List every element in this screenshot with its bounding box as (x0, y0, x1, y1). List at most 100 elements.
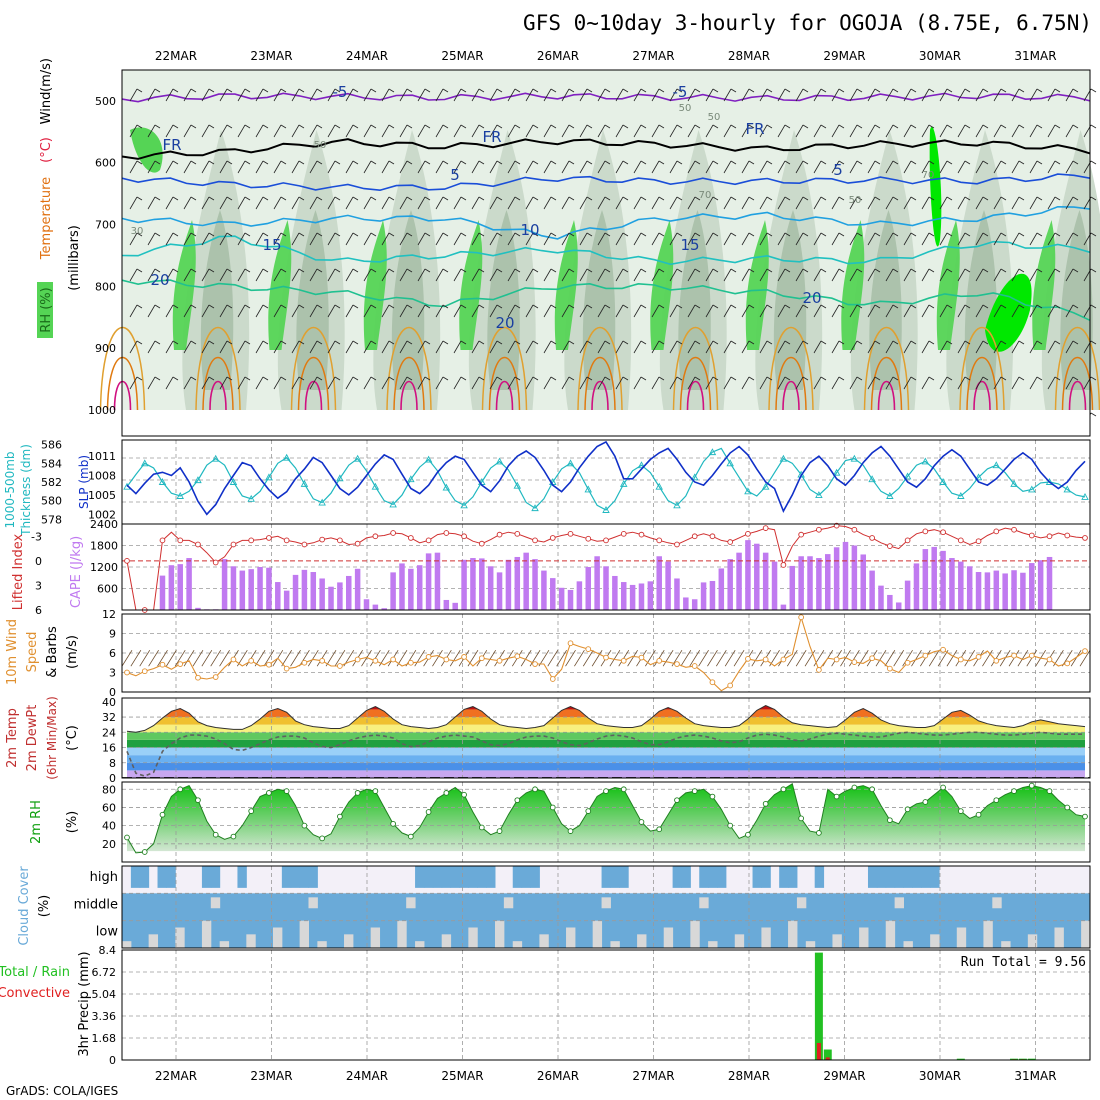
wind-barb (489, 268, 498, 282)
wind-barb (1054, 268, 1061, 273)
wind-barb (136, 340, 143, 345)
wind-barb (147, 160, 156, 174)
cape-bar (310, 572, 317, 610)
cape-bar (399, 563, 405, 610)
wind-barb (489, 160, 498, 174)
isotherm-arch-35 (1068, 380, 1087, 411)
wind-barb (208, 340, 215, 345)
wind-barb (597, 196, 606, 210)
lifted-index-marker (851, 526, 858, 533)
wind-barb (795, 340, 804, 354)
rh2m-marker (532, 786, 538, 793)
cloud-low-gray (610, 941, 620, 948)
wind-barb (820, 196, 827, 201)
cloud-high-bar (450, 866, 460, 888)
cape-bar (887, 594, 893, 610)
wind-barb (1018, 88, 1025, 93)
wind-barb (651, 268, 660, 282)
wind-barb (856, 88, 863, 93)
wind-barb (532, 376, 539, 381)
wind-barb (244, 268, 251, 273)
wind-barb (273, 124, 282, 138)
wind-barb (291, 376, 300, 390)
wind-barb (453, 124, 462, 138)
wind-barb (993, 376, 1002, 390)
wind-barb (831, 340, 840, 354)
wind-barb (1090, 124, 1097, 129)
precip-ytick: 6.72 (92, 966, 117, 979)
wind10-speed-marker (390, 656, 396, 663)
wind-barb (280, 196, 287, 201)
wind-barb (856, 124, 863, 129)
cloud-high-bar (619, 866, 629, 888)
wind-barb (831, 196, 840, 210)
wind-barb (327, 196, 336, 210)
wind-barb (579, 232, 588, 246)
wind-barb (201, 196, 210, 210)
thickness-marker (194, 476, 202, 484)
thickness-marker (531, 504, 539, 512)
wind-barb (813, 268, 822, 282)
wind-barb (849, 88, 858, 102)
temp-ytick: 32 (102, 711, 116, 724)
rh2m-marker (266, 790, 272, 796)
wind-barb (424, 340, 431, 345)
wind10-barb (591, 649, 603, 667)
lifted-index-marker (745, 530, 751, 537)
wind-barb (982, 232, 989, 237)
wind-barb (597, 376, 606, 390)
wind-barb (201, 376, 210, 390)
cape-bar (487, 566, 494, 610)
isotherm-arch-25 (959, 327, 1005, 411)
wind-barb (838, 268, 845, 273)
wind-barb (921, 232, 930, 246)
wind-barb (363, 268, 372, 282)
thickness-label: 1000-500mb (3, 451, 17, 528)
thickness-marker (619, 479, 628, 487)
wind-barb (424, 88, 431, 93)
wind-barb (849, 268, 858, 282)
wind-barb (640, 340, 647, 345)
thickness-marker (1045, 478, 1054, 485)
cloud-low-gray (930, 934, 940, 948)
wind-barb (442, 340, 449, 345)
wind-barb (316, 196, 323, 201)
wind-barb (957, 160, 966, 174)
wind-barb (154, 88, 161, 93)
rh2m-marker (461, 791, 467, 798)
wind10-barb (139, 649, 151, 667)
cloud-high-bar (708, 866, 718, 888)
wind-barb (579, 196, 588, 210)
wind-barb (604, 304, 611, 309)
wind-barb (345, 124, 354, 138)
wind-barb (820, 160, 827, 165)
wind-barb (712, 88, 719, 93)
wind-barb (550, 304, 557, 309)
cloud-low-gray (175, 927, 185, 948)
wind-barb (640, 376, 647, 381)
thickness-marker (992, 461, 1001, 469)
wind-barb (334, 376, 341, 381)
wind-barb (874, 304, 881, 309)
cape-label: CAPE (J/kg) (69, 536, 84, 608)
wind-barb (291, 88, 300, 102)
wind-barb (838, 124, 845, 129)
wind-barb (417, 268, 426, 282)
wind-barb (525, 196, 534, 210)
wind-barb (993, 124, 1002, 138)
temp-ytick: 40 (102, 696, 116, 709)
wind-barb (172, 340, 179, 345)
wind-barb (777, 232, 786, 246)
wind10-barb (689, 649, 701, 667)
wind10-unit-label: (m/s) (65, 635, 80, 669)
cape-bar (603, 566, 609, 610)
wind10-speed-marker (283, 665, 290, 672)
wind-barb (1054, 376, 1061, 381)
wind-barb (147, 304, 156, 318)
cloud-low-gray (397, 920, 407, 948)
rh2m-marker (354, 790, 361, 796)
wind10-barb (582, 649, 594, 667)
wind-barb (867, 124, 876, 138)
contour-label: FR (162, 136, 181, 154)
isotherm-arch-30 (297, 357, 330, 411)
